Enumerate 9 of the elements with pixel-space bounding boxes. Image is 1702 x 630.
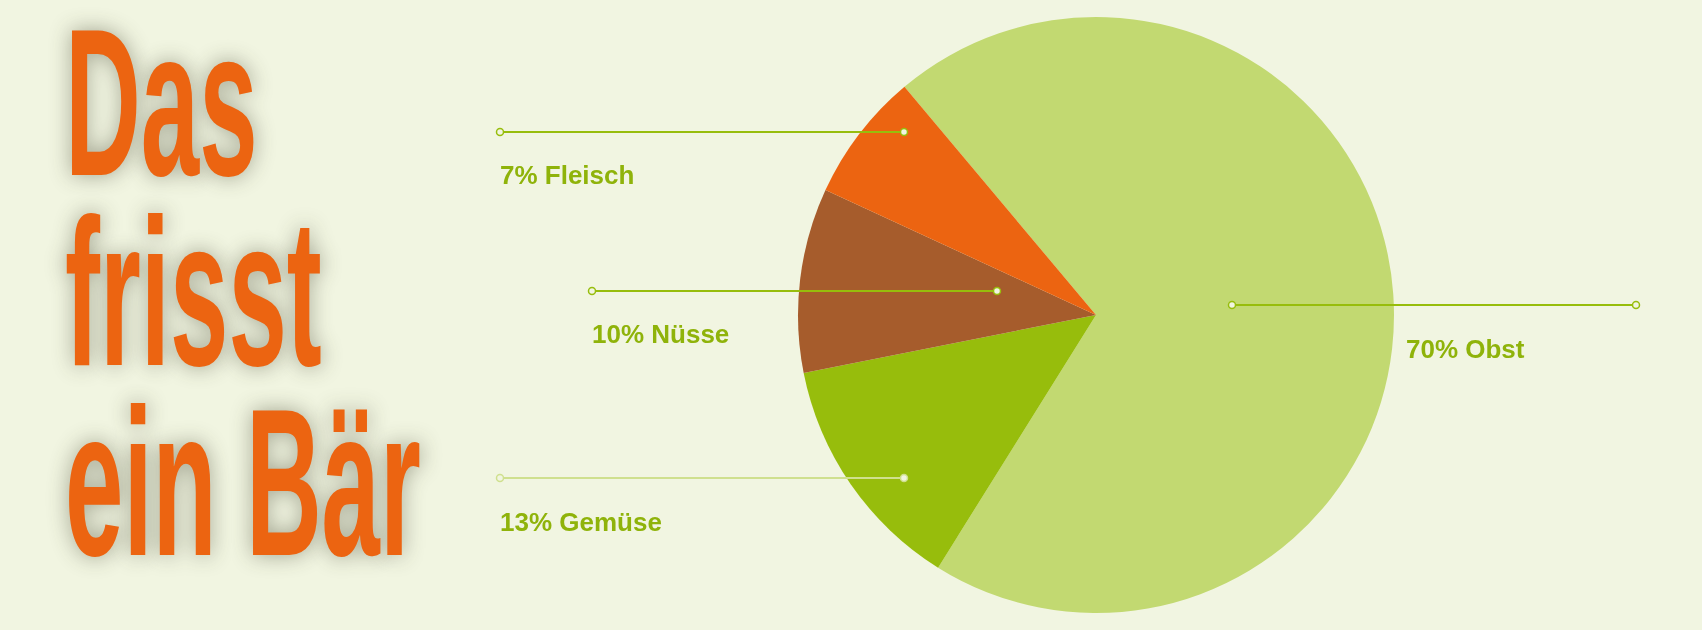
- pie-slice: [904, 17, 1394, 613]
- slice-label: 10% Nüsse: [592, 319, 730, 349]
- pie-slice: [803, 315, 1096, 568]
- text: Das frisst ein Bär: [65, 0, 422, 600]
- pie-slice: [825, 86, 1096, 315]
- slice-label: 70% Obst: [1406, 334, 1525, 364]
- pie-slice: [798, 190, 1096, 373]
- slice-label: 13% Gemüse: [500, 507, 662, 537]
- slice-label: 7% Fleisch: [500, 160, 635, 190]
